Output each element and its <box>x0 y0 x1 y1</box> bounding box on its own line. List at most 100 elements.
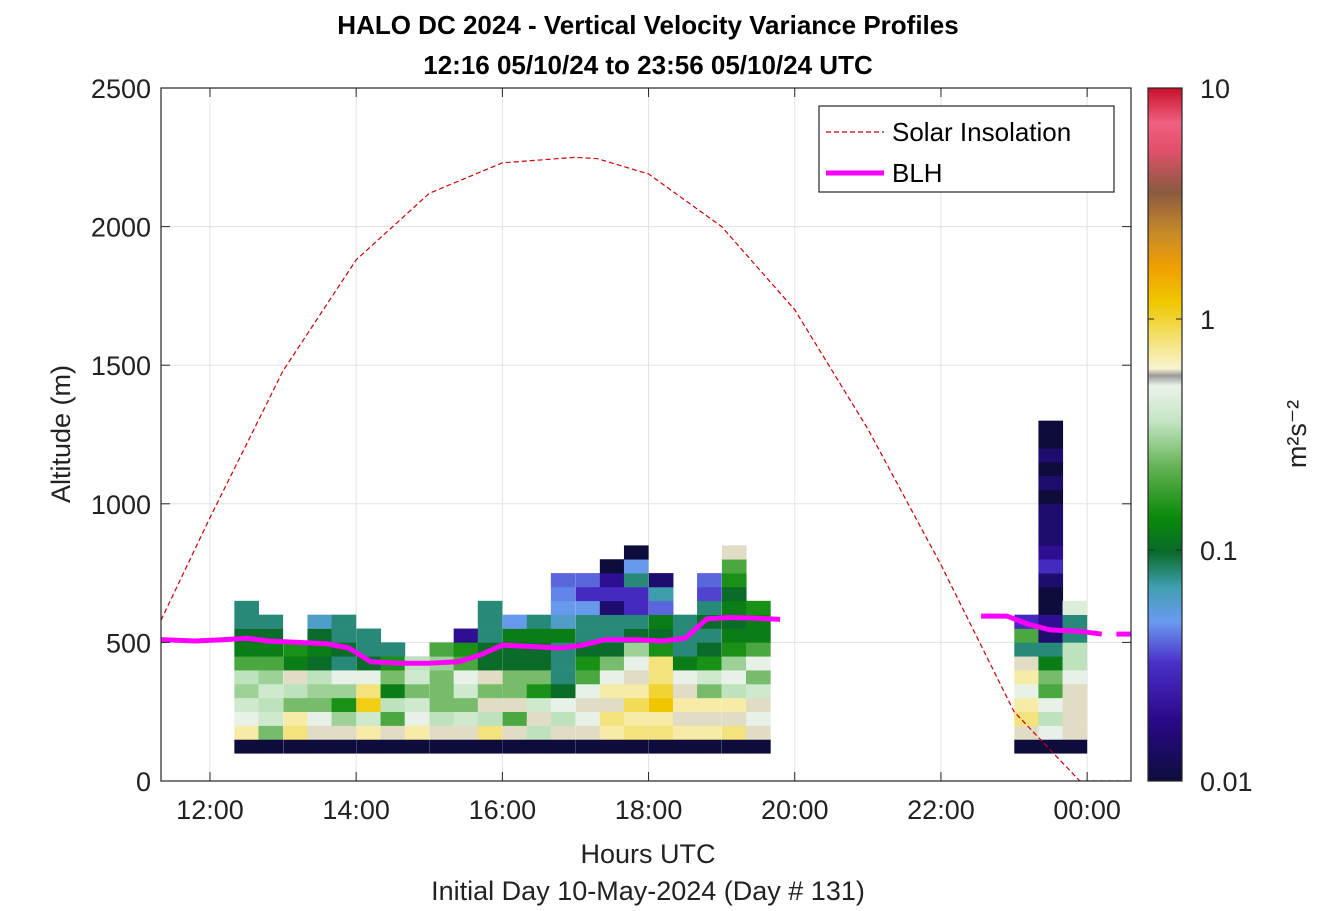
variance-cell <box>234 697 259 712</box>
variance-cell <box>746 670 771 685</box>
variance-cell <box>1038 448 1064 463</box>
variance-cell <box>502 683 528 699</box>
variance-cell <box>599 559 625 574</box>
variance-cell <box>234 725 259 740</box>
variance-cell <box>356 628 382 643</box>
variance-cell <box>1038 656 1064 671</box>
variance-cell <box>502 697 528 712</box>
variance-cell <box>356 697 382 712</box>
x-axis-sublabel: Initial Day 10-May-2024 (Day # 131) <box>431 876 865 906</box>
colorbar-tick-label: 10 <box>1200 74 1230 104</box>
variance-cell <box>404 683 430 699</box>
variance-cell <box>1038 642 1064 657</box>
variance-cell <box>1038 586 1064 602</box>
variance-cell <box>575 614 601 629</box>
variance-cell <box>380 670 406 685</box>
variance-cell <box>623 725 649 740</box>
variance-cell <box>331 614 357 629</box>
colorbar-tick-label: 0.01 <box>1200 767 1253 797</box>
variance-cell <box>599 670 625 685</box>
variance-cell <box>1062 614 1088 629</box>
variance-cell <box>283 670 308 685</box>
variance-cell <box>672 697 698 712</box>
variance-cell <box>429 697 455 712</box>
variance-cell <box>1062 711 1088 726</box>
variance-cell <box>721 586 747 602</box>
variance-cell <box>234 656 259 671</box>
variance-cell <box>526 683 552 699</box>
variance-cell <box>380 725 406 740</box>
variance-cell <box>623 600 649 615</box>
variance-cell <box>331 683 357 699</box>
chart-subtitle: 12:16 05/10/24 to 23:56 05/10/24 UTC <box>423 50 873 80</box>
variance-cell <box>550 739 576 754</box>
variance-cell <box>1014 697 1039 712</box>
variance-cell <box>1014 711 1039 726</box>
variance-cell <box>429 725 455 740</box>
variance-cell <box>1038 725 1064 740</box>
variance-cell <box>429 739 455 754</box>
variance-cell <box>1062 725 1088 740</box>
variance-cell <box>234 711 259 726</box>
variance-cell <box>234 683 259 699</box>
variance-cell <box>575 711 601 726</box>
y-tick-label: 1000 <box>91 490 151 520</box>
variance-cell <box>721 545 747 560</box>
variance-cell <box>697 670 722 685</box>
variance-cell <box>258 642 284 657</box>
variance-cell <box>380 642 406 657</box>
variance-cell <box>502 628 528 643</box>
variance-cell <box>672 725 698 740</box>
variance-cell <box>623 614 649 629</box>
variance-cell <box>599 614 625 629</box>
variance-cell <box>1014 628 1039 643</box>
variance-cell <box>258 656 284 671</box>
variance-cell <box>380 683 406 699</box>
variance-cell <box>623 683 649 699</box>
variance-cell <box>526 656 552 671</box>
x-axis-label: Hours UTC <box>580 839 715 869</box>
variance-cell <box>1014 642 1039 657</box>
variance-cell <box>623 656 649 671</box>
solar-insolation-line <box>161 156 1131 781</box>
variance-cell <box>746 739 771 754</box>
variance-cell <box>721 683 747 699</box>
x-tick-label: 16:00 <box>469 795 537 825</box>
plot-frame <box>160 87 1132 782</box>
variance-cell <box>697 628 722 643</box>
y-axis-ticks: 0 500 1000 1500 2000 2500 <box>91 74 1131 797</box>
variance-cell <box>477 656 503 671</box>
variance-cell <box>477 697 503 712</box>
variance-cell <box>1062 600 1088 615</box>
variance-cell <box>258 739 284 754</box>
variance-cell <box>599 656 625 671</box>
variance-cell <box>526 628 552 643</box>
variance-cell <box>477 683 503 699</box>
variance-cell <box>429 642 455 657</box>
variance-cell <box>307 697 333 712</box>
variance-cell <box>648 711 674 726</box>
variance-cell <box>672 683 698 699</box>
colorbar-tick-label: 0.1 <box>1200 536 1238 566</box>
variance-cell <box>550 697 576 712</box>
variance-cell <box>623 711 649 726</box>
variance-cell <box>502 656 528 671</box>
variance-cell <box>721 600 747 615</box>
variance-cell <box>526 697 552 712</box>
variance-cell <box>283 683 308 699</box>
y-tick-label: 0 <box>136 767 151 797</box>
variance-cell <box>672 739 698 754</box>
variance-cell <box>1062 656 1088 671</box>
variance-cell <box>331 697 357 712</box>
variance-cell <box>307 683 333 699</box>
variance-cell <box>307 628 333 643</box>
variance-cell <box>1038 503 1064 518</box>
variance-cell <box>648 697 674 712</box>
variance-cell <box>672 642 698 657</box>
variance-cell <box>648 600 674 615</box>
variance-cell <box>477 725 503 740</box>
variance-cell <box>550 586 576 602</box>
variance-cell <box>404 739 430 754</box>
variance-cell <box>672 656 698 671</box>
variance-cell <box>502 614 528 629</box>
